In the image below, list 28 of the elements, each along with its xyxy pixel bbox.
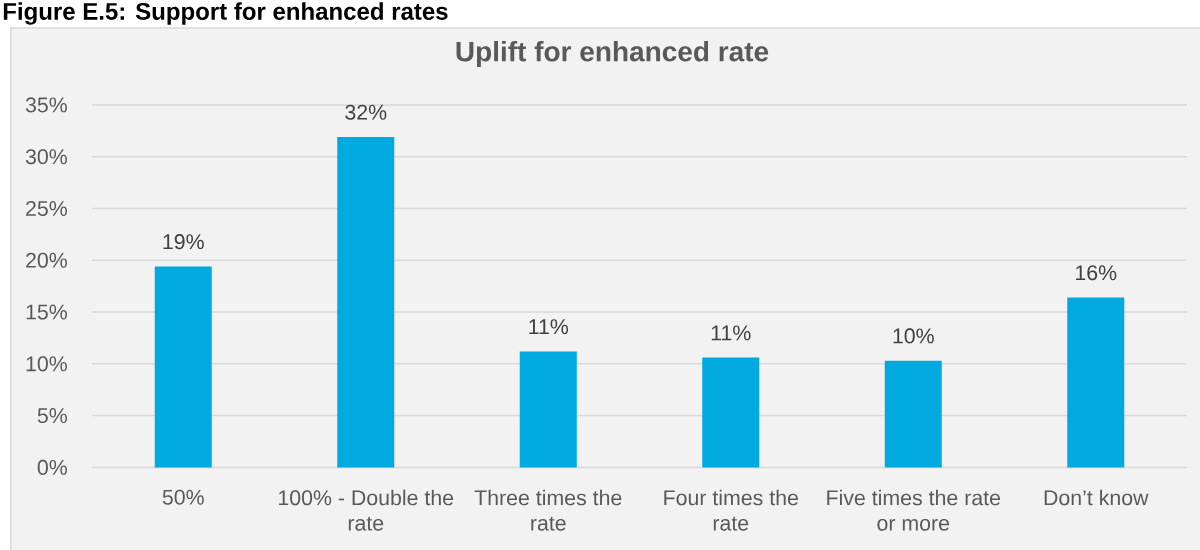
y-tick-label: 25%	[26, 200, 67, 217]
y-tick-label: 5%	[37, 408, 67, 424]
y-tick-label: 0%	[37, 459, 67, 475]
data-label: 16%	[1076, 265, 1117, 281]
x-tick-label: 100% - Double the rate	[279, 489, 454, 531]
data-label: 11%	[711, 325, 751, 341]
bar	[519, 351, 577, 468]
chart-title: Uplift for enhanced rate	[456, 40, 769, 68]
bar	[702, 357, 760, 468]
y-tick-label: 20%	[26, 252, 67, 268]
y-tick-label: 10%	[26, 356, 67, 372]
bar	[884, 360, 942, 468]
x-tick-label: Three times the rate	[474, 489, 622, 531]
bar	[154, 266, 212, 468]
bar	[1067, 297, 1125, 468]
x-tick-label: Four times the rate	[664, 489, 798, 531]
data-label: 19%	[163, 234, 204, 250]
y-tick-label: 30%	[25, 149, 67, 165]
data-label: 10%	[893, 328, 934, 344]
text: Figure E.5: Support for enhanced rates	[3, 2, 448, 25]
bar	[337, 137, 395, 468]
x-tick-label: 50%	[162, 489, 204, 505]
y-tick-label: 35%	[25, 97, 67, 113]
y-tick-label: 15%	[26, 304, 67, 320]
x-tick-label: Don’t know	[1044, 489, 1149, 506]
x-tick-label: Five times the rate or more	[827, 489, 1001, 531]
data-label: 32%	[345, 104, 387, 120]
data-label: 11%	[529, 319, 569, 335]
